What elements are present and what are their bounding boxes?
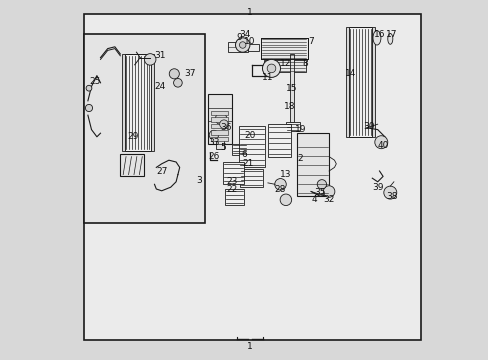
Circle shape [169,69,179,79]
Circle shape [266,64,275,73]
Text: 9: 9 [236,33,242,42]
Text: 19: 19 [294,125,305,134]
Circle shape [235,38,249,52]
Text: 23: 23 [226,177,237,186]
Circle shape [215,113,226,125]
Circle shape [274,179,285,190]
Bar [296,133,328,196]
Text: 29: 29 [127,132,138,141]
Bar [215,138,223,149]
Text: 38: 38 [386,192,397,201]
Text: 14: 14 [345,69,356,78]
Circle shape [374,136,387,149]
Circle shape [280,194,291,206]
Text: 11: 11 [262,73,273,82]
Bar [239,126,264,167]
Text: 37: 37 [184,69,196,78]
Bar [223,162,244,184]
Circle shape [209,130,218,140]
Text: 22: 22 [226,185,237,194]
Text: 28: 28 [274,185,285,194]
Text: 13: 13 [280,170,291,179]
Bar [211,117,227,122]
Text: 1: 1 [246,342,252,351]
Text: 3: 3 [196,176,202,185]
Text: 5: 5 [220,143,225,152]
Bar [267,124,291,157]
Circle shape [85,104,92,112]
Bar [348,27,371,137]
Bar [120,154,143,176]
Ellipse shape [372,31,380,45]
Bar [84,34,204,223]
Bar [247,44,258,51]
Bar [151,54,153,151]
Text: 35: 35 [314,188,325,197]
Text: 34: 34 [238,30,250,39]
Text: 12: 12 [280,59,291,68]
Bar [125,54,151,151]
Circle shape [86,85,92,91]
Text: 1: 1 [246,8,252,17]
Text: 2: 2 [297,154,303,163]
Text: 17: 17 [386,30,397,39]
Bar [122,54,125,151]
Bar [346,27,348,137]
Bar [289,54,293,122]
Ellipse shape [387,33,392,44]
Bar [239,169,263,187]
Bar [208,94,231,144]
Bar [224,189,244,205]
Text: 6: 6 [241,150,247,159]
Circle shape [219,120,228,129]
Text: 4: 4 [311,195,317,204]
Circle shape [262,59,280,77]
Text: 18: 18 [283,102,295,111]
Text: 26: 26 [208,152,219,161]
Circle shape [383,186,396,199]
Text: 25: 25 [89,77,101,86]
Bar [211,111,227,115]
Text: 36: 36 [220,123,232,132]
Circle shape [317,180,326,189]
Circle shape [173,78,182,87]
Text: 32: 32 [323,195,334,204]
Circle shape [144,54,156,65]
Text: 21: 21 [242,159,253,168]
Bar [264,60,305,72]
Circle shape [239,42,245,48]
Text: 33: 33 [208,138,219,147]
Text: 27: 27 [156,166,167,176]
Bar [228,42,247,52]
Bar [371,27,374,137]
Bar [211,137,227,141]
Text: 40: 40 [377,141,388,150]
Text: 30: 30 [362,122,374,131]
Text: 7: 7 [307,37,313,46]
Text: 10: 10 [244,37,255,46]
Text: 8: 8 [302,59,308,68]
Text: 16: 16 [373,30,385,39]
Bar [260,38,307,59]
Text: 39: 39 [371,183,383,192]
Bar [211,124,227,128]
Text: 20: 20 [244,131,255,140]
Bar [285,122,299,131]
Circle shape [323,186,334,197]
Text: 24: 24 [154,82,165,91]
Bar [231,144,246,155]
Bar [211,130,227,135]
Bar [260,38,307,59]
Text: 15: 15 [285,84,296,93]
Text: 31: 31 [154,51,165,60]
